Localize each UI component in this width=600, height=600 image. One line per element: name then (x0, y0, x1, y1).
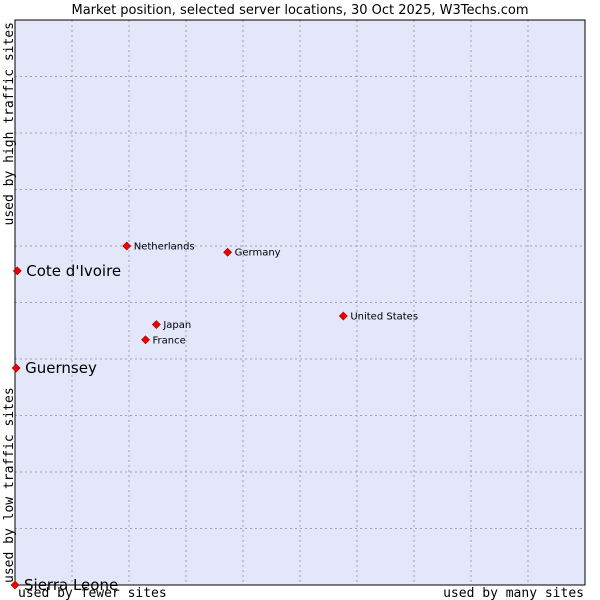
y-axis-label-bottom: used by low traffic sites (2, 387, 17, 583)
data-points: Netherlands Germany United States Japan Fran… (10, 241, 418, 594)
point-marker-united-states (338, 311, 348, 321)
data-point-germany: Germany (223, 247, 281, 259)
point-label-united-states: United States (350, 312, 418, 323)
plot-border (14, 19, 586, 586)
data-point-cote-d-ivoire: Cote d'Ivoire (12, 262, 121, 280)
x-axis-label-right: used by many sites (443, 586, 584, 600)
data-point-netherlands: Netherlands (122, 241, 195, 253)
point-label-france: France (153, 335, 186, 346)
chart-title: Market position, selected server locatio… (71, 3, 528, 18)
point-label-netherlands: Netherlands (134, 242, 195, 253)
data-point-france: France (141, 335, 186, 346)
point-label-sierra-leone: Sierra Leone (24, 576, 118, 594)
point-label-japan: Japan (162, 320, 191, 331)
data-point-united-states: United States (338, 311, 418, 323)
point-marker-cote-d-ivoire (12, 266, 22, 276)
y-axis-label-top: used by high traffic sites (2, 22, 17, 226)
x-axis-label-left: used by fewer sites (18, 586, 167, 600)
data-point-japan: Japan (151, 320, 191, 331)
point-marker-netherlands (122, 241, 132, 251)
point-marker-japan (151, 320, 161, 329)
point-marker-france (141, 335, 150, 345)
point-label-guernsey: Guernsey (25, 359, 97, 377)
point-label-germany: Germany (235, 248, 281, 259)
point-marker-sierra-leone (10, 580, 20, 590)
point-marker-germany (223, 247, 233, 257)
point-marker-guernsey (11, 363, 21, 373)
data-point-guernsey: Guernsey (11, 359, 97, 377)
grid-lines (15, 20, 585, 585)
data-point-sierra-leone: Sierra Leone (10, 576, 118, 594)
point-label-cote-d-ivoire: Cote d'Ivoire (26, 262, 121, 280)
